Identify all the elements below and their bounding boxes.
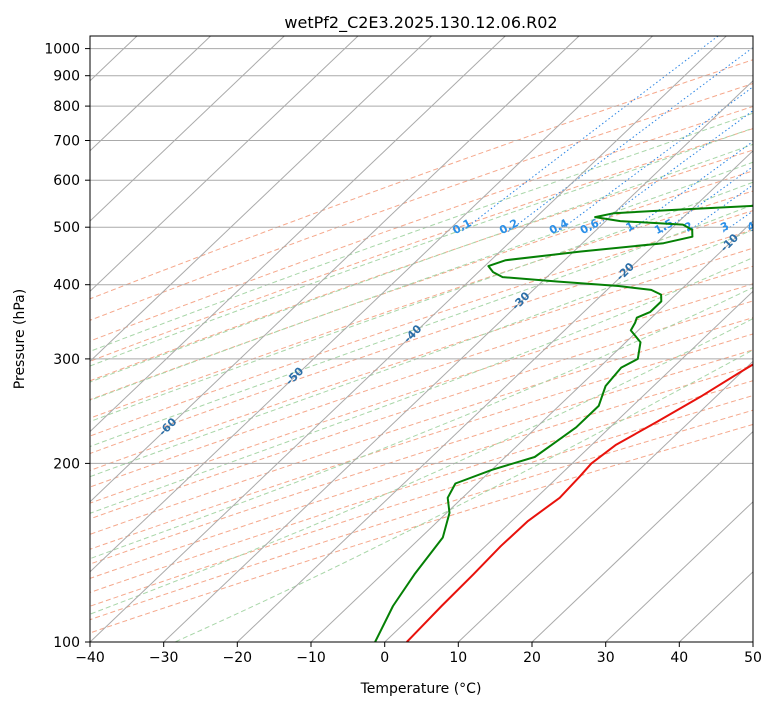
dry-adiabat: [90, 59, 753, 300]
dry-adiabat: [90, 229, 753, 455]
x-tick-label: 10: [449, 650, 467, 666]
y-axis-label: Pressure (hPa): [12, 289, 28, 389]
x-axis-label: Temperature (°C): [360, 681, 482, 697]
y-tick-label: 1000: [44, 42, 80, 58]
isotherm-line: [605, 501, 753, 642]
y-tick-label: 700: [53, 134, 80, 150]
isotherm-line: [236, 150, 753, 642]
moist-adiabat: [90, 161, 753, 401]
y-tick-label: 200: [53, 456, 80, 472]
isotherm-line: [90, 36, 212, 152]
dry-adiabat: [90, 105, 753, 342]
y-tick-label: 100: [53, 635, 80, 651]
x-tick-label: 0: [380, 650, 389, 666]
x-tick-label: 40: [670, 650, 688, 666]
dry-adiabat: [90, 247, 753, 472]
isotherm-line: [163, 80, 753, 642]
isotherm-line: [90, 36, 728, 642]
dewpoint-profile-line: [374, 204, 753, 642]
thermodynamic-grid: [90, 36, 753, 642]
dry-adiabat: [90, 265, 753, 488]
moist-adiabat: [90, 287, 753, 560]
dry-adiabat: [90, 82, 753, 321]
dry-adiabat: [90, 333, 753, 550]
isotherm-line: [310, 220, 753, 642]
dry-adiabat: [90, 349, 753, 565]
temperature-profile-line: [406, 363, 753, 642]
dry-adiabat: [90, 149, 753, 382]
x-tick-label: −10: [296, 650, 326, 666]
dry-adiabat: [90, 170, 753, 401]
plot-frame: [89, 35, 754, 643]
mixing-ratio-line: [627, 140, 753, 233]
dry-adiabat: [90, 300, 753, 520]
x-tick-label: −30: [149, 650, 179, 666]
x-tick-label: 30: [597, 650, 615, 666]
isotherm-line: [90, 36, 359, 292]
y-tick-label: 500: [53, 220, 80, 236]
dry-adiabat: [90, 364, 753, 579]
isotherm-line: [90, 36, 433, 363]
isotherm-line: [384, 290, 753, 642]
isotherm-line: [90, 36, 654, 573]
chart-title: wetPf2_C2E3.2025.130.12.06.R02: [284, 13, 557, 33]
isotherm-line: [90, 36, 286, 222]
x-tick-label: 20: [523, 650, 541, 666]
isotherm-line: [457, 360, 753, 642]
moist-adiabat: [90, 181, 753, 423]
dry-adiabat: [90, 190, 753, 419]
x-tick-label: −40: [75, 650, 105, 666]
moist-adiabat: [174, 349, 753, 642]
x-tick-label: −20: [223, 650, 253, 666]
mixing-ratio-label: 4: [745, 219, 758, 234]
y-tick-label: 300: [53, 352, 80, 368]
dry-adiabat: [90, 210, 753, 437]
y-tick-label: 400: [53, 278, 80, 294]
y-tick-label: 800: [53, 99, 80, 115]
y-tick-label: 600: [53, 173, 80, 189]
moist-adiabat: [90, 229, 753, 478]
dry-adiabat: [90, 317, 753, 535]
isotherm-line: [90, 36, 580, 503]
axes: −40 −30 −20 −10 0 10 20 30 40 50 1000 900 800 700 600 5…: [44, 42, 762, 666]
dry-adiabat: [90, 283, 753, 504]
sounding-profiles: [374, 204, 753, 642]
isotherm-line: [531, 430, 753, 642]
x-tick-label: 50: [744, 650, 762, 666]
isotherm-line: [90, 36, 507, 433]
moist-adiabat: [90, 204, 753, 448]
dry-adiabat: [90, 128, 753, 362]
y-tick-label: 900: [53, 69, 80, 85]
